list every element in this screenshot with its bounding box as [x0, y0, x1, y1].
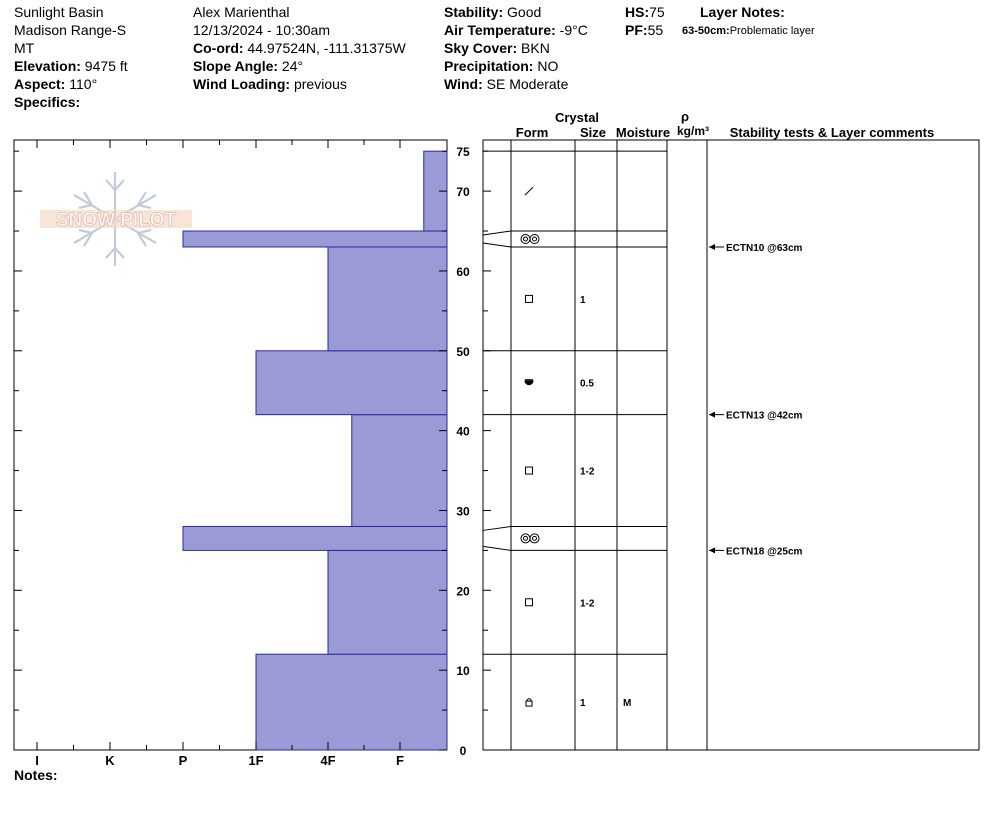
layer-notes-title: Layer Notes: [700, 4, 785, 20]
melt-freeze-crust-icon [523, 236, 528, 242]
windload-field: Wind Loading: previous [193, 76, 347, 92]
surface-hoar-icon [524, 380, 534, 386]
hardness-tick-label: 4F [320, 753, 335, 768]
datetime-text: 12/13/2024 - 10:30am [193, 22, 330, 38]
faceted-crystal-icon [525, 598, 533, 607]
layer-table-frame [482, 139, 980, 751]
hardness-tick-label: F [396, 753, 404, 768]
depth-tick-label: 0 [460, 744, 467, 758]
depth-tick-label: 30 [456, 504, 470, 518]
hardness-axis: I K P 1F 4F F [35, 140, 404, 768]
stability-tests: ECTN10 @63cm ECTN13 @42cm ECTN18 @25cm [709, 243, 803, 557]
arrow-head-icon [709, 411, 715, 418]
header-weather-info: Stability: Good Air Temperature: -9°C Sk… [444, 3, 588, 93]
arrow-head-icon [709, 547, 715, 554]
layer-connector [482, 545, 512, 551]
header-site-info: Sunlight Basin Madison Range-S MT Elevat… [14, 3, 128, 111]
hardness-tick-label: P [179, 753, 188, 768]
observer-text: Alex Marienthal [193, 4, 290, 20]
hardness-tick-label: I [35, 753, 39, 768]
specifics-field: Specifics: [14, 94, 81, 110]
snowflake-icon [73, 172, 157, 266]
location-text: Sunlight Basin [14, 4, 104, 20]
melt-freeze-crust-icon [520, 234, 531, 245]
pf-field: PF:55 [625, 22, 664, 38]
melt-freeze-crust-icon [529, 234, 540, 245]
hardness-bar [255, 653, 448, 751]
col-rho: ρ [681, 109, 689, 124]
hardness-bar [351, 414, 448, 527]
layer-moisture: M [623, 698, 631, 709]
depth-tick-label: 10 [456, 664, 470, 678]
stability-test-label: ECTN10 @63cm [726, 243, 803, 254]
decomposing-fragments-icon [524, 186, 534, 196]
layer-size: 0.5 [580, 379, 594, 390]
melt-freeze-crust-icon [532, 236, 537, 242]
elevation-field: Elevation: 9475 ft [14, 58, 128, 74]
depth-axis: 0 10 20 30 40 50 60 70 75 [14, 145, 491, 758]
layer-note: 63-50cm:Problematic layer [682, 25, 815, 37]
depth-tick-label: 40 [456, 425, 470, 439]
stability-test-label: ECTN13 @42cm [726, 411, 803, 422]
state-text: MT [14, 40, 35, 56]
hardness-bars [182, 150, 448, 751]
col-density: kg/m³ [677, 124, 709, 138]
notes-label: Notes: [14, 767, 58, 783]
hardness-bar [255, 350, 448, 416]
layer-size: 1-2 [580, 467, 595, 478]
layer-connector [482, 525, 512, 531]
airtemp-field: Air Temperature: -9°C [444, 22, 588, 38]
table-layers: 1 M 1-2 1-2 0.5 1 [482, 150, 667, 709]
layer-connector [482, 242, 512, 248]
hardness-tick-label: 1F [248, 753, 263, 768]
rounding-facet-icon [526, 698, 532, 702]
aspect-field: Aspect: 110° [14, 76, 98, 92]
stability-field: Stability: Good [444, 4, 542, 20]
melt-freeze-crust-icon [529, 533, 540, 544]
col-stability: Stability tests & Layer comments [730, 125, 934, 140]
snowpilot-logo: SNOW PILOT [40, 172, 192, 266]
stability-test-label: ECTN18 @25cm [726, 546, 803, 557]
arrow-head-icon [709, 243, 715, 250]
slope-field: Slope Angle: 24° [193, 58, 304, 74]
layer-size: 1 [580, 698, 586, 709]
rounding-facet-icon [525, 700, 533, 707]
coord-field: Co-ord: 44.97524N, -111.31375W [193, 40, 406, 56]
faceted-crystal-icon [525, 294, 533, 303]
header-depth-info: HS:75 PF:55 [625, 3, 665, 39]
sky-field: Sky Cover: BKN [444, 40, 550, 56]
hs-field: HS:75 [625, 4, 665, 20]
depth-tick-label: 70 [456, 185, 470, 199]
melt-freeze-crust-icon [523, 535, 528, 541]
col-size: Size [580, 125, 606, 140]
hardness-bar [327, 246, 448, 352]
logo-text: SNOW PILOT [56, 210, 177, 231]
col-crystal: Crystal [555, 110, 599, 125]
range-text: Madison Range-S [14, 22, 127, 38]
header-observation-info: Alex Marienthal 12/13/2024 - 10:30am Co-… [193, 3, 406, 93]
layer-size: 1-2 [580, 598, 595, 609]
hardness-tick-label: K [105, 753, 115, 768]
layer-size: 1 [580, 295, 586, 306]
melt-freeze-crust-icon [532, 535, 537, 541]
depth-tick-label: 75 [456, 145, 470, 159]
col-moisture: Moisture [616, 125, 670, 140]
depth-tick-label: 20 [456, 584, 470, 598]
depth-tick-label: 50 [456, 345, 470, 359]
precip-field: Precipitation: NO [444, 58, 559, 74]
hardness-bar [327, 549, 448, 655]
wind-field: Wind: SE Moderate [444, 76, 569, 92]
layer-connector [482, 230, 512, 236]
depth-tick-label: 60 [456, 265, 470, 279]
col-form: Form [516, 125, 549, 140]
hardness-bar [182, 525, 448, 551]
melt-freeze-crust-icon [520, 533, 531, 544]
hardness-bar [182, 230, 448, 248]
faceted-crystal-icon [525, 466, 533, 475]
